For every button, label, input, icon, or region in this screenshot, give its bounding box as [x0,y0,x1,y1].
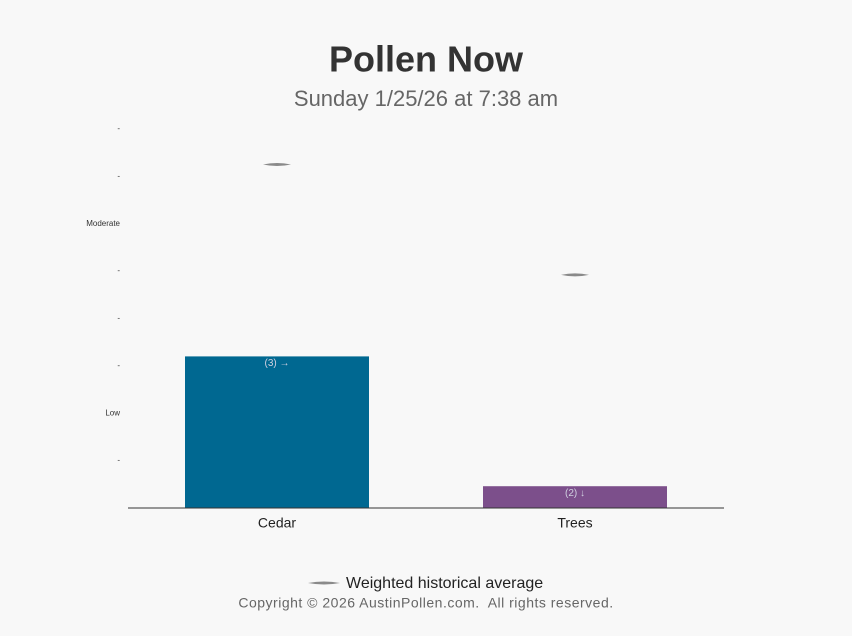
x-tick-label: Cedar [258,515,296,531]
y-tick-label: - [117,124,120,133]
y-tick-label: - [117,266,120,275]
y-tick-label: Moderate [86,219,120,228]
y-tick-label: - [117,314,120,323]
historical-average-marker [561,273,589,277]
chart-title: Pollen Now [329,39,524,80]
x-tick-label: Trees [557,515,592,531]
y-tick-label: - [117,361,120,370]
legend-label: Weighted historical average [346,575,543,592]
y-tick-label: - [117,456,120,465]
bar-annotation: (2) ↓ [565,488,585,499]
historical-average-marker [263,163,291,167]
bar-annotation: (3) → [265,358,290,369]
y-tick-label: - [117,171,120,180]
bar [483,486,667,508]
y-tick-label: Low [105,408,120,417]
legend-swatch [308,581,340,585]
chart-subtitle: Sunday 1/25/26 at 7:38 am [294,86,558,111]
footer: Copyright © 2026 AustinPollen.com. All r… [238,595,613,611]
bar [185,356,369,508]
